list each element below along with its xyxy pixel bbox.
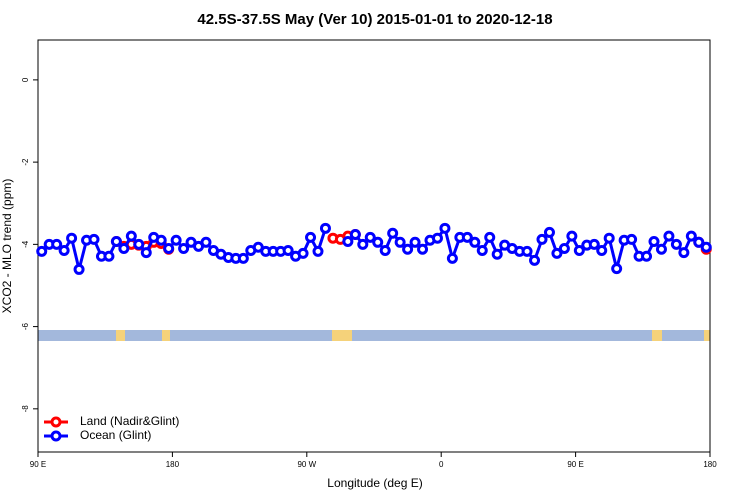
point	[305, 231, 317, 243]
point	[439, 222, 451, 234]
point	[611, 263, 623, 275]
point	[349, 228, 361, 240]
point	[648, 235, 660, 247]
legend-label: Land (Nadir&Glint)	[80, 414, 179, 428]
point	[155, 234, 167, 246]
y-tick-label: 0	[21, 77, 30, 82]
point	[663, 230, 675, 242]
point	[342, 235, 354, 247]
point	[140, 247, 152, 259]
point	[626, 233, 638, 245]
point	[379, 245, 391, 257]
point	[364, 231, 376, 243]
point	[588, 238, 600, 250]
point	[700, 241, 712, 253]
legend-marker	[50, 416, 62, 428]
y-axis-label: XCO2 - MLO trend (ppm)	[0, 179, 14, 314]
y-tick-label: -2	[21, 158, 30, 166]
point	[372, 236, 384, 248]
point	[51, 238, 63, 250]
point	[58, 245, 70, 257]
x-tick-label: 90 E	[567, 460, 583, 469]
point	[558, 242, 570, 254]
point	[88, 233, 100, 245]
x-tick-label: 90 W	[297, 460, 316, 469]
point	[125, 230, 137, 242]
x-tick-label: 0	[439, 460, 444, 469]
point	[529, 254, 541, 266]
point	[446, 252, 458, 264]
point	[297, 247, 309, 259]
point	[409, 236, 421, 248]
point	[133, 238, 145, 250]
point	[387, 227, 399, 239]
point	[36, 245, 48, 257]
point	[521, 245, 533, 257]
point	[319, 222, 331, 234]
legend-label: Ocean (Glint)	[80, 428, 151, 442]
point	[417, 243, 429, 255]
point	[178, 242, 190, 254]
point	[312, 245, 324, 257]
point	[641, 250, 653, 262]
x-tick-label: 180	[166, 460, 180, 469]
point	[476, 245, 488, 257]
point	[484, 231, 496, 243]
x-tick-label: 90 E	[30, 460, 46, 469]
surface-strip	[38, 330, 710, 341]
point	[596, 245, 608, 257]
legend-marker	[50, 430, 62, 442]
point	[402, 243, 414, 255]
point	[685, 230, 697, 242]
chart-title: 42.5S-37.5S May (Ver 10) 2015-01-01 to 2…	[197, 11, 552, 28]
y-tick-label: -8	[21, 405, 30, 413]
point	[655, 243, 667, 255]
point	[573, 245, 585, 257]
point	[551, 247, 563, 259]
point	[237, 252, 249, 264]
point	[282, 245, 294, 257]
point	[469, 236, 481, 248]
point	[357, 238, 369, 250]
point	[431, 232, 443, 244]
point	[491, 248, 503, 260]
point	[110, 235, 122, 247]
point	[118, 242, 130, 254]
point	[670, 238, 682, 250]
point	[461, 231, 473, 243]
point	[394, 236, 406, 248]
point	[200, 236, 212, 248]
y-tick-label: -6	[21, 322, 30, 330]
point	[693, 236, 705, 248]
point	[66, 232, 78, 244]
point	[566, 230, 578, 242]
point	[678, 247, 690, 259]
point	[536, 233, 548, 245]
point	[103, 250, 115, 262]
point	[163, 242, 175, 254]
x-axis-label: Longitude (deg E)	[327, 476, 422, 490]
point	[170, 234, 182, 246]
point	[73, 263, 85, 275]
point	[543, 226, 555, 238]
x-tick-label: 180	[703, 460, 717, 469]
y-tick-label: -4	[21, 240, 30, 248]
point	[603, 232, 615, 244]
